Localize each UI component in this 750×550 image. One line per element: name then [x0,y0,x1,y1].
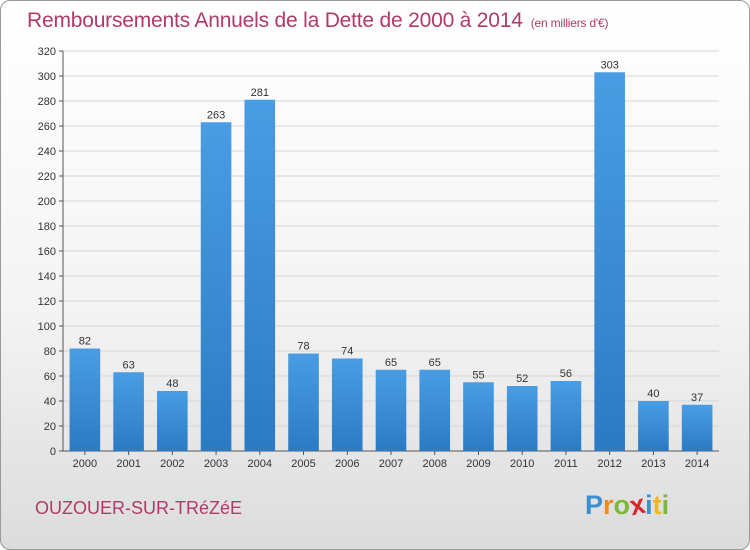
y-tick-label: 180 [38,221,56,233]
data-label-2014: 37 [691,392,703,404]
y-tick-label: 260 [38,121,56,133]
data-label-2008: 65 [429,357,441,369]
x-tick-label-2000: 2000 [73,458,97,470]
bar-2009 [463,382,494,451]
bar-2010 [506,386,538,451]
y-tick-label: 0 [50,446,56,458]
y-tick-label: 100 [38,321,56,333]
bar-2000 [69,348,101,451]
bar-2007 [375,369,407,451]
bar-2003 [200,122,232,451]
y-tick-label: 300 [38,71,56,83]
data-label-2005: 78 [297,341,309,353]
x-tick-label-2005: 2005 [291,458,315,470]
logo-letter: i [645,490,653,520]
x-tick-label-2007: 2007 [379,458,403,470]
x-tick-label-2004: 2004 [248,458,272,470]
data-label-2004: 281 [251,87,269,99]
x-tick-label-2006: 2006 [335,458,359,470]
x-tick-label-2012: 2012 [597,458,621,470]
data-label-2003: 263 [207,109,225,121]
y-tick-label: 80 [44,346,56,358]
y-tick-label: 20 [44,421,56,433]
y-tick-label: 320 [38,46,56,58]
y-tick-label: 220 [38,171,56,183]
y-tick-label: 140 [38,271,56,283]
bar-2008 [419,369,451,451]
x-tick-label-2013: 2013 [641,458,665,470]
bars [69,72,713,451]
data-label-2006: 74 [341,346,353,358]
logo-letter: i [661,490,670,520]
y-tick-label: 240 [38,146,56,158]
y-tick-label: 160 [38,246,56,258]
x-tick-label-2002: 2002 [160,458,184,470]
y-tick-label: 60 [44,371,56,383]
data-label-2011: 56 [560,368,572,380]
data-label-2012: 303 [600,59,618,71]
x-tick-label-2011: 2011 [554,458,578,470]
data-label-2010: 52 [516,373,528,385]
bar-2013 [638,401,669,451]
bar-2004 [244,99,276,451]
data-label-2000: 82 [79,336,91,348]
x-tick-label-2010: 2010 [510,458,534,470]
chart-title-text: Remboursements Annuels de la Dette de 20… [27,9,523,32]
town-name: OUZOUER-SUR-TRéZéE [35,498,243,518]
logo-letter: t [652,490,662,520]
bar-2012 [594,72,625,451]
bar-2014 [681,404,713,451]
logo-letter: P [585,490,604,520]
logo-letter: o [613,490,631,520]
y-tick-label: 40 [44,396,56,408]
x-tick-label-2014: 2014 [685,458,709,470]
bar-2002 [157,391,188,451]
y-tick-label: 120 [38,296,56,308]
bar-2006 [331,358,363,451]
bar-2001 [113,372,144,451]
data-label-2007: 65 [385,357,397,369]
y-tick-labels: 0 20 40 60 80 100 120 140 160 180 200 220 240 260 280 3… [38,46,56,458]
data-label-2001: 63 [122,359,134,371]
data-labels: 82 63 48 263 281 78 74 65 65 55 52 56 303 40 37 [79,59,704,404]
chart-unit: (en milliers d'€) [530,16,609,30]
data-label-2013: 40 [647,388,659,400]
data-label-2002: 48 [166,378,178,390]
y-tick-label: 200 [38,196,56,208]
bar-2011 [550,381,582,451]
data-label-2009: 55 [472,369,484,381]
x-tick-labels: 2000 2001 2002 2003 2004 2005 2006 2007 2008 2009… [73,458,710,470]
x-tick-label-2003: 2003 [204,458,228,470]
x-tick-label-2009: 2009 [466,458,490,470]
x-tick-label-2001: 2001 [116,458,140,470]
proxiti-logo: Proxiti [585,489,670,521]
y-tick-label: 280 [38,96,56,108]
bar-2005 [288,353,319,451]
chart-title: Remboursements Annuels de la Dette de 20… [27,9,608,33]
logo-letter: r [603,490,614,520]
x-tick-label-2008: 2008 [422,458,446,470]
